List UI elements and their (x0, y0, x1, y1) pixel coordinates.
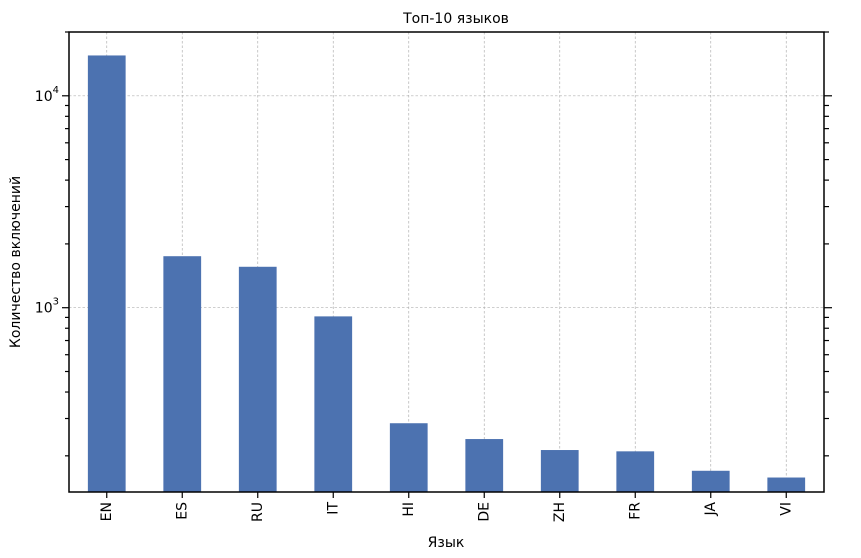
x-tick-label: FR (627, 502, 643, 520)
x-tick-label: IT (325, 502, 341, 515)
x-tick-labels: EN ES RU IT HI DE ZH FR JA VI (99, 502, 795, 523)
grid-layer (69, 32, 824, 492)
y-axis-label: Количество включений (8, 176, 24, 348)
x-tick-label: HI (401, 502, 417, 517)
x-tick-label: JA (703, 502, 719, 517)
bar-ja (691, 470, 730, 492)
x-axis-label: Язык (428, 535, 465, 551)
ticks-layer (62, 31, 832, 498)
bar-hi (389, 423, 428, 492)
x-tick-label: RU (250, 502, 266, 522)
y-tick-label: 104 (35, 85, 59, 105)
x-tick-label: VI (778, 502, 794, 516)
plot-frame (68, 31, 825, 493)
bar-zh (540, 450, 579, 492)
x-tick-label: DE (476, 502, 492, 522)
x-tick-label: EN (99, 502, 115, 521)
bars-layer (87, 55, 806, 493)
x-tick-label: ES (174, 502, 190, 520)
x-tick-label: ZH (552, 502, 568, 522)
bar-fr (616, 451, 655, 492)
chart-title: Топ-10 языков (402, 11, 509, 27)
bar-it (314, 316, 353, 492)
bar-de (465, 439, 504, 492)
bar-vi (767, 477, 806, 492)
y-tick-label: 103 (35, 297, 59, 317)
bar-en (87, 55, 126, 493)
y-tick-labels: 104 103 (35, 85, 59, 317)
bar-es (163, 256, 202, 492)
bar-ru (238, 266, 277, 492)
